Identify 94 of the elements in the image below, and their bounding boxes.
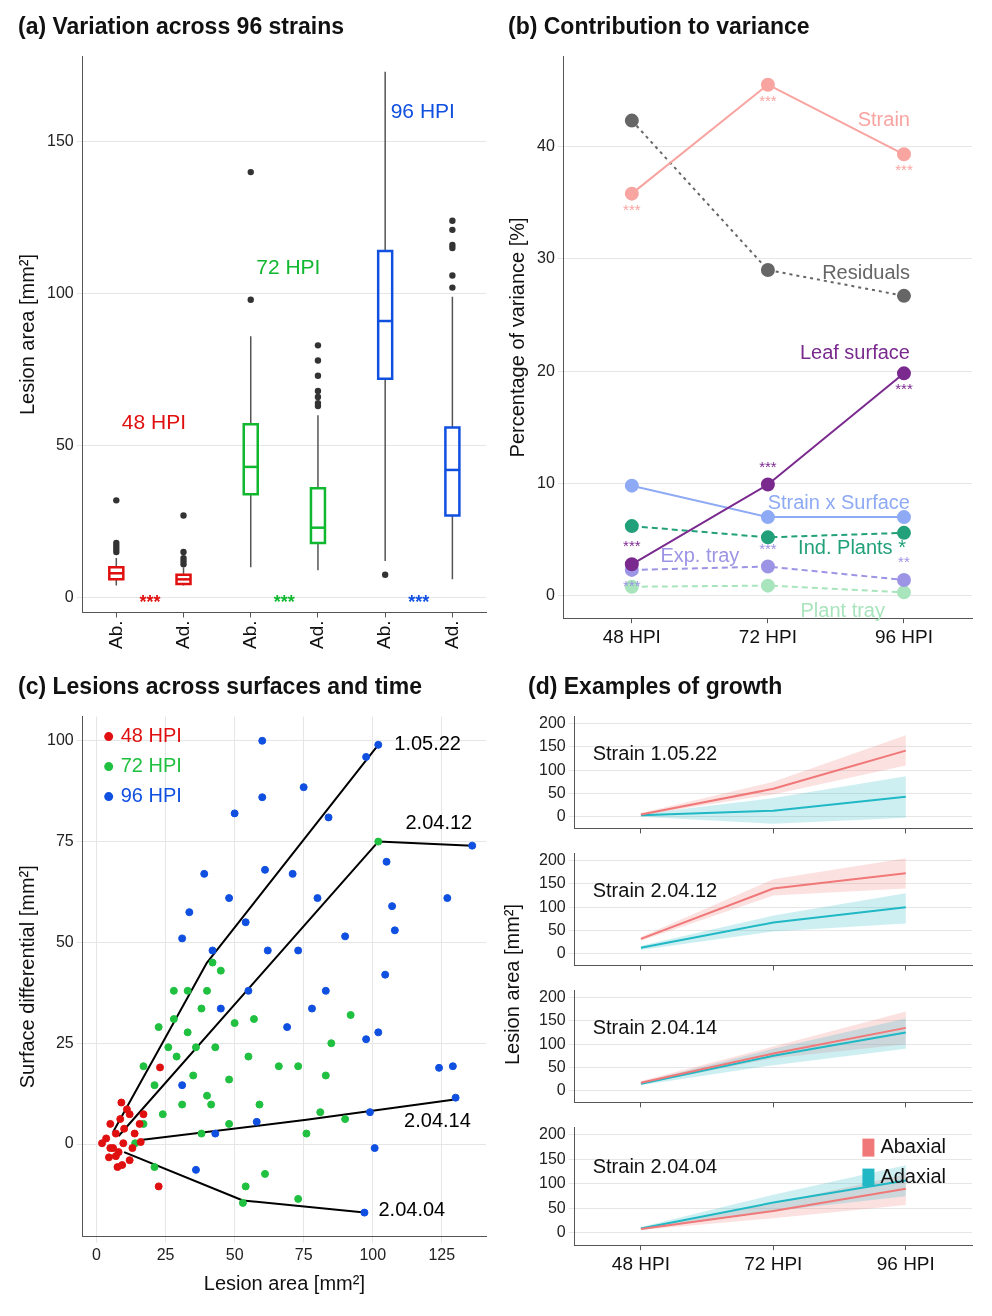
data-label: ***	[623, 537, 641, 555]
y-tick-label: 0	[556, 807, 566, 825]
y-tick-label: 20	[537, 361, 555, 379]
legend-label: 48 HPI	[120, 724, 182, 747]
data-label: ***	[759, 539, 777, 557]
x-tick-label: 72 HPI	[738, 625, 797, 647]
y-tick-label: 50	[55, 932, 74, 950]
y-tick-label: 50	[547, 783, 566, 801]
y-tick-label: 0	[556, 944, 566, 962]
annotation: 96 HPI	[390, 98, 455, 122]
y-tick-label: 50	[547, 1198, 566, 1216]
series-label: Leaf surface	[799, 340, 910, 363]
annotation: ***	[408, 592, 430, 613]
x-axis-title: Lesion area [mm²]	[203, 1271, 365, 1294]
x-tick-label: 96 HPI	[874, 625, 934, 647]
annotation: ***	[139, 592, 161, 613]
legend-label: 96 HPI	[120, 784, 182, 807]
x-tick-label: Ab.	[373, 620, 395, 650]
y-tick-label: 200	[538, 850, 566, 868]
chart-title: (d) Examples of growth	[527, 672, 784, 701]
y-tick-label: 0	[556, 1081, 566, 1099]
series-label: Residuals	[822, 261, 910, 284]
y-tick-label: 0	[64, 1134, 74, 1152]
y-tick-label: 100	[538, 1174, 566, 1192]
legend-label: Abaxial	[880, 1135, 947, 1158]
chart-title: (b) Contribution to variance	[507, 12, 811, 41]
annotation: 48 HPI	[121, 410, 187, 434]
y-tick-label: 200	[538, 987, 566, 1005]
chart-title: (c) Lesions across surfaces and time	[17, 672, 423, 701]
x-tick-label: 96 HPI	[876, 1252, 935, 1274]
series-label: 2.04.04	[378, 1198, 446, 1221]
x-tick-label: 25	[156, 1245, 175, 1263]
y-axis-title: Surface differential [mm²]	[15, 865, 38, 1089]
annotation: Strain 1.05.22	[592, 742, 718, 765]
annotation: Strain 2.04.14	[592, 1016, 718, 1039]
series-label: Exp. tray	[660, 543, 740, 566]
y-tick-label: 50	[547, 1057, 566, 1075]
y-axis-title: Lesion area [mm²]	[15, 253, 38, 416]
x-tick-label: 72 HPI	[744, 1252, 803, 1274]
series-label: 1.05.22	[394, 732, 461, 755]
y-tick-label: 150	[538, 1149, 566, 1167]
y-tick-label: 50	[55, 436, 74, 454]
series-label: Strain	[857, 107, 910, 130]
x-tick-label: 50	[225, 1245, 244, 1263]
annotation: ***	[273, 592, 295, 613]
annotation: 72 HPI	[256, 254, 321, 278]
y-tick-label: 150	[538, 737, 566, 755]
y-axis-title: Lesion area [mm²]	[501, 903, 525, 1065]
legend-label: 72 HPI	[120, 754, 182, 777]
y-tick-label: 0	[556, 1223, 566, 1241]
y-tick-label: 50	[547, 920, 566, 938]
x-tick-label: Ad.	[171, 620, 193, 650]
series-label: Strain x Surface	[767, 490, 910, 513]
annotation: Strain 2.04.04	[592, 1155, 718, 1178]
y-tick-label: 10	[537, 473, 555, 491]
legend-label: Adaxial	[880, 1165, 947, 1188]
y-tick-label: 0	[64, 588, 74, 605]
y-tick-label: 100	[538, 1034, 566, 1052]
y-tick-label: 100	[538, 897, 566, 915]
y-tick-label: 200	[538, 713, 566, 731]
x-tick-label: 100	[359, 1245, 387, 1263]
data-label: ***	[623, 200, 641, 218]
series-label: Plant tray	[800, 598, 885, 621]
y-tick-label: 30	[537, 249, 555, 267]
annotation: Strain 2.04.12	[592, 879, 718, 902]
series-label: 2.04.12	[405, 811, 473, 834]
y-tick-label: 150	[538, 874, 566, 892]
x-tick-label: 48 HPI	[611, 1252, 670, 1274]
x-tick-label: 75	[294, 1245, 313, 1263]
data-label: ***	[895, 161, 913, 179]
series-label: 2.04.14	[404, 1109, 471, 1132]
data-label: ***	[759, 91, 777, 109]
x-tick-label: 48 HPI	[602, 625, 661, 647]
y-tick-label: 100	[538, 760, 566, 778]
x-tick-label: Ab.	[104, 620, 126, 650]
y-tick-label: 25	[55, 1033, 74, 1051]
y-tick-label: 200	[538, 1125, 566, 1143]
y-tick-label: 150	[46, 132, 74, 150]
x-tick-label: 0	[92, 1245, 102, 1263]
y-tick-label: 150	[538, 1011, 566, 1029]
y-tick-label: 75	[55, 832, 74, 850]
data-label: ***	[895, 380, 913, 398]
x-tick-label: Ad.	[440, 620, 462, 650]
chart-title: (a) Variation across 96 strains	[17, 12, 345, 41]
y-axis-title: Percentage of variance [%]	[505, 217, 528, 458]
x-tick-label: 125	[428, 1245, 456, 1263]
x-tick-label: Ab.	[238, 620, 260, 650]
data-label: ***	[759, 457, 777, 475]
y-tick-label: 40	[537, 136, 555, 154]
data-label: **	[898, 553, 910, 571]
y-tick-label: 0	[545, 586, 555, 604]
y-tick-label: 100	[46, 731, 74, 749]
y-tick-label: 100	[46, 284, 74, 302]
x-tick-label: Ad.	[306, 620, 328, 650]
